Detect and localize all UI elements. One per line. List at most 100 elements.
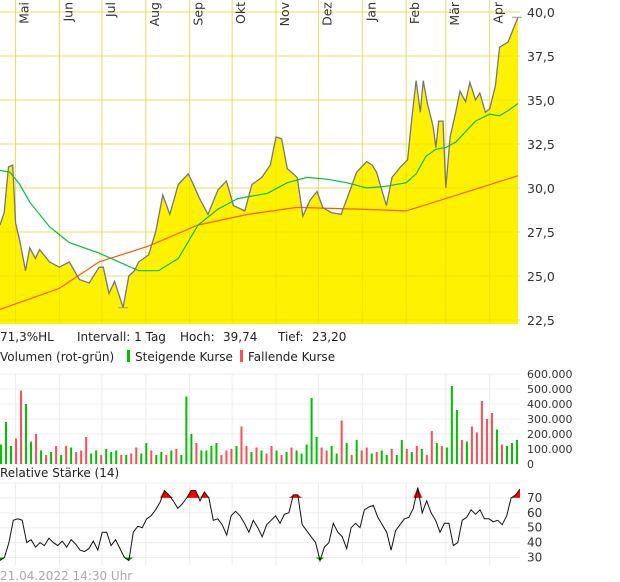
rsi-tick-label: 30 (527, 551, 542, 565)
volume-bar (505, 446, 508, 464)
volume-bar (25, 404, 28, 464)
volume-bar (135, 447, 138, 464)
rsi-plot (0, 487, 521, 563)
volume-bar (415, 446, 418, 464)
price-plot (0, 0, 522, 325)
volume-bar (110, 452, 113, 464)
volume-bar (185, 396, 188, 464)
timestamp: 21.04.2022 14:30 Uhr (0, 569, 132, 582)
volume-bar (180, 455, 183, 464)
volume-bar (315, 437, 318, 464)
volume-bar (50, 452, 53, 464)
volume-bar (60, 455, 63, 464)
month-label: Jul (103, 2, 118, 18)
volume-bar (325, 450, 328, 464)
rsi-grid (0, 482, 520, 565)
y-tick-label: 25,0 (527, 269, 555, 284)
volume-bar (270, 446, 273, 464)
volume-bar (410, 452, 413, 464)
rsi-tick-label: 60 (527, 506, 542, 520)
volume-bar (250, 452, 253, 464)
volume-bar (10, 446, 13, 464)
volume-bar (425, 455, 428, 464)
price-area (0, 17, 518, 325)
volume-bar (105, 449, 108, 464)
low-label: Tief: (277, 330, 304, 344)
volume-bar (365, 447, 368, 464)
volume-bar (255, 447, 258, 464)
volume-bar (355, 440, 358, 464)
month-label: Feb (407, 2, 422, 24)
volume-tick-label: 100.000 (527, 443, 573, 456)
volume-bar (130, 453, 133, 464)
month-labels: Mai Jun Jul Aug Sep Okt Nov Dez Jan Feb Mär Apr (17, 1, 506, 26)
volume-bar (480, 401, 483, 464)
volume-bar (195, 443, 198, 464)
volume-bar (170, 450, 173, 464)
volume-bar (215, 443, 218, 464)
volume-bar (260, 450, 263, 464)
volume-bar (190, 434, 193, 464)
volume-bar (85, 437, 88, 464)
month-label: Mai (17, 2, 32, 24)
volume-bar (225, 450, 228, 464)
legend-falling: Fallende Kurse (248, 350, 335, 364)
volume-bar (310, 398, 313, 464)
volume-bar (475, 432, 478, 464)
month-label: Okt (233, 2, 248, 24)
volume-tick-label: 400.000 (527, 398, 573, 411)
interval-label: Intervall: 1 Tag (77, 330, 166, 344)
volume-bar (210, 446, 213, 464)
price-y-axis: 22,5 25,0 27,5 30,0 32,5 35,0 37,5 40,0 (527, 5, 555, 328)
volume-bar (300, 453, 303, 464)
volume-bar (350, 455, 353, 464)
moving-average-long-line (0, 175, 519, 310)
volume-tick-label: 600.000 (527, 368, 573, 381)
volume-tick-label: 300.000 (527, 413, 573, 426)
volume-bar (150, 450, 153, 464)
volume-bar (335, 453, 338, 464)
volume-bar (380, 450, 383, 464)
volume-bar (395, 455, 398, 464)
month-label: Mär (447, 1, 462, 25)
volume-bar (120, 455, 123, 464)
volume-bar (230, 449, 233, 464)
month-label: Jan (363, 2, 378, 22)
low-value: 23,20 (312, 330, 346, 344)
month-label: Aug (147, 2, 162, 26)
volume-bar (465, 441, 468, 464)
volume-bar (0, 444, 2, 464)
volume-tick-label: 200.000 (527, 428, 573, 441)
volume-bar (345, 443, 348, 464)
volume-bar (490, 413, 493, 464)
volume-bar (330, 446, 333, 464)
volume-bar (405, 449, 408, 464)
volume-bar (445, 447, 448, 464)
volume-bar (55, 446, 58, 464)
volume-title: Volumen (rot-grün) (0, 350, 114, 364)
volume-bar (360, 450, 363, 464)
volume-bar (516, 440, 518, 464)
hl-percent: 71,3%HL (0, 330, 54, 344)
high-label: Hoch: (180, 330, 215, 344)
volume-bar (30, 441, 33, 464)
volume-bar (35, 434, 38, 464)
volume-bar (145, 443, 148, 464)
volume-bar (115, 450, 118, 464)
volume-bar (385, 455, 388, 464)
volume-bar (165, 455, 168, 464)
volume-bars (0, 386, 518, 464)
volume-bar (140, 453, 143, 464)
volume-bar (295, 450, 298, 464)
volume-bar (435, 443, 438, 464)
y-tick-label: 22,5 (527, 313, 555, 328)
volume-bar (175, 449, 178, 464)
volume-bar (285, 452, 288, 464)
rsi-title: Relative Stärke (14) (0, 466, 119, 480)
volume-bar (400, 440, 403, 464)
volume-tick-label: 500.000 (527, 383, 573, 396)
rsi-tick-label: 70 (527, 491, 542, 505)
volume-bar (70, 447, 73, 464)
volume-bar (95, 450, 98, 464)
